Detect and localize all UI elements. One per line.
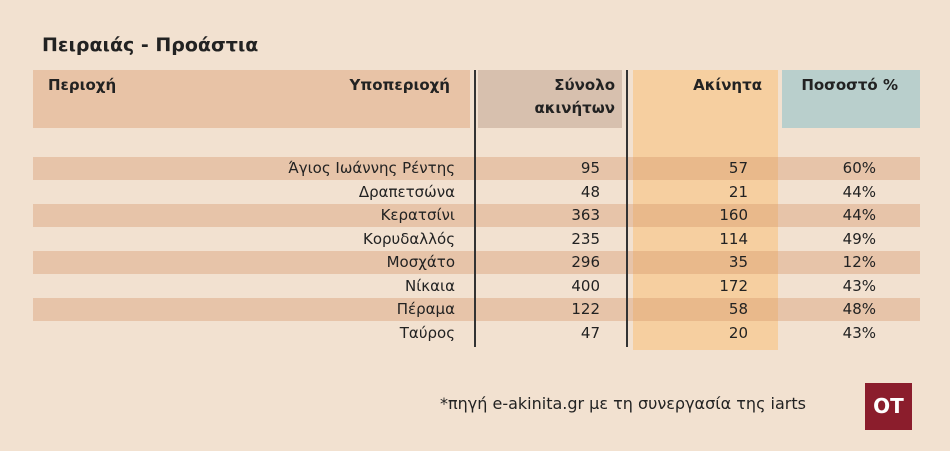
cell: 60% <box>842 159 876 177</box>
divider <box>626 70 628 347</box>
cell: 400 <box>571 276 600 295</box>
row-stripe <box>33 157 920 180</box>
header-cell: Σύνολο ακινήτων <box>534 76 615 117</box>
row-stripe <box>33 298 920 321</box>
column-bg <box>633 70 778 350</box>
header-bg <box>782 70 920 128</box>
cell: 21 <box>728 182 748 201</box>
cell: 20 <box>728 323 748 342</box>
header-cell: Περιοχή <box>48 76 117 94</box>
cell: 58 <box>728 300 748 318</box>
header-cell: Ποσοστό % <box>801 76 898 94</box>
cell: Κερατσίνι <box>380 206 455 224</box>
row-stripe <box>33 251 920 274</box>
cell: 57 <box>728 159 748 177</box>
cell: 363 <box>571 206 600 224</box>
cell: 35 <box>728 253 748 271</box>
cell: 12% <box>842 253 876 271</box>
header-bg <box>33 70 470 128</box>
cell: Μοσχάτο <box>386 253 455 271</box>
cell: 114 <box>719 229 748 248</box>
cell: Ταύρος <box>399 323 455 342</box>
cell: 122 <box>571 300 600 318</box>
header-bg <box>478 70 622 128</box>
cell: 235 <box>571 229 600 248</box>
logo: OT <box>865 383 912 430</box>
cell: 296 <box>571 253 600 271</box>
cell: 48 <box>580 182 600 201</box>
divider <box>474 70 476 347</box>
header-cell: Ακίνητα <box>693 76 762 94</box>
cell: 43% <box>842 276 876 295</box>
cell: 172 <box>719 276 748 295</box>
cell: 95 <box>580 159 600 177</box>
cell: 43% <box>842 323 876 342</box>
cell: 44% <box>842 182 876 201</box>
source: *πηγή e-akinita.gr με τη συνεργασία της … <box>440 394 806 413</box>
cell: 47 <box>580 323 600 342</box>
cell: 49% <box>842 229 876 248</box>
cell: 160 <box>719 206 748 224</box>
cell: 44% <box>842 206 876 224</box>
cell: Πέραμα <box>396 300 455 318</box>
cell: Άγιος Ιωάννης Ρέντης <box>288 159 455 177</box>
header-cell: Υποπεριοχή <box>349 76 451 94</box>
cell: Δραπετσώνα <box>358 182 455 201</box>
cell: Κορυδαλλός <box>362 229 455 248</box>
cell: Νίκαια <box>405 276 455 295</box>
row-stripe <box>33 204 920 227</box>
title: Πειραιάς - Προάστια <box>42 34 259 56</box>
cell: 48% <box>842 300 876 318</box>
